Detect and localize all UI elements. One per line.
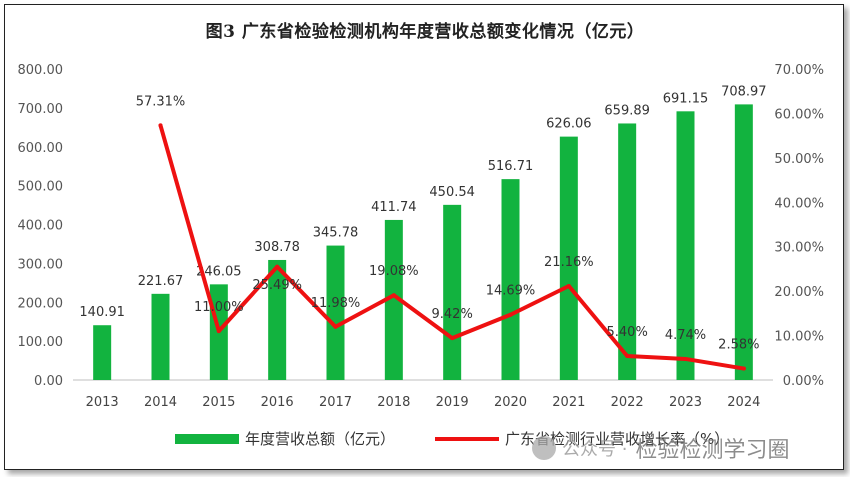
growth-data-label: 4.74%: [665, 328, 706, 343]
bar-data-label: 708.97: [721, 84, 767, 99]
y-right-tick-label: 30.00%: [774, 241, 824, 256]
y-left-tick-label: 100.00: [18, 335, 64, 350]
bar: [93, 325, 112, 380]
bar: [326, 245, 345, 380]
x-tick-label: 2020: [494, 395, 527, 410]
growth-point: [625, 354, 630, 359]
bar-data-label: 516.71: [488, 159, 534, 174]
bar-data-label: 626.06: [546, 117, 592, 132]
y-left-tick-label: 500.00: [18, 180, 64, 195]
y-right-tick-label: 50.00%: [774, 152, 824, 167]
wechat-icon: [532, 436, 556, 460]
x-tick-label: 2021: [552, 395, 585, 410]
x-tick-label: 2013: [86, 395, 119, 410]
growth-point: [508, 312, 513, 317]
bar: [676, 111, 695, 381]
growth-data-label: 25.49%: [252, 278, 302, 293]
x-tick-label: 2022: [611, 395, 644, 410]
x-tick-label: 2019: [436, 395, 469, 410]
y-right-tick-label: 20.00%: [774, 285, 824, 300]
growth-point: [450, 336, 455, 341]
legend-swatch-bar: [175, 433, 239, 444]
growth-point: [158, 123, 163, 128]
x-tick-label: 2024: [727, 395, 760, 410]
watermark: 公众号 · 检验检测学习圈: [532, 432, 789, 464]
growth-point: [566, 283, 571, 288]
bar-data-label: 659.89: [604, 103, 650, 118]
x-tick-label: 2018: [377, 395, 410, 410]
chart-title: 图3 广东省检验检测机构年度营收总额变化情况（亿元）: [205, 22, 645, 42]
y-left-tick-label: 600.00: [18, 141, 64, 156]
legend-swatch-line: [435, 436, 500, 441]
legend-item-growth: 广东省检测行业营收增长率（%）: [435, 428, 729, 449]
y-right-tick-label: 10.00%: [774, 330, 824, 345]
y-left-tick-label: 800.00: [18, 63, 64, 78]
growth-data-label: 11.98%: [311, 296, 361, 311]
bar: [618, 123, 637, 380]
x-tick-label: 2014: [144, 395, 177, 410]
y-left-tick-label: 200.00: [18, 296, 64, 311]
x-tick-label: 2017: [319, 395, 352, 410]
y-right-tick-label: 0.00%: [783, 374, 824, 389]
growth-data-label: 11.00%: [194, 300, 244, 315]
x-tick-label: 2016: [261, 395, 294, 410]
growth-data-label: 14.69%: [486, 284, 536, 299]
bar-data-label: 246.05: [196, 264, 242, 279]
growth-point: [741, 366, 746, 371]
bar-data-label: 221.67: [138, 274, 184, 289]
bar-data-label: 691.15: [663, 91, 709, 106]
bar: [268, 259, 287, 380]
chart-frame: [4, 4, 844, 470]
legend-label-revenue: 年度营收总额（亿元）: [245, 430, 396, 448]
growth-data-label: 9.42%: [432, 307, 473, 322]
y-left-tick-label: 0.00: [34, 374, 63, 389]
growth-point: [216, 329, 221, 334]
bar: [151, 293, 170, 380]
y-right-tick-label: 40.00%: [774, 196, 824, 211]
bar: [559, 136, 578, 380]
watermark-prefix: 公众号 ·: [562, 439, 628, 460]
legend-item-revenue: 年度营收总额（亿元）: [175, 428, 395, 449]
x-tick-label: 2015: [202, 395, 235, 410]
y-right-tick-label: 70.00%: [774, 63, 824, 78]
chart-legend: 年度营收总额（亿元） 广东省检测行业营收增长率（%）: [175, 428, 769, 449]
bar: [443, 204, 462, 380]
growth-data-label: 57.31%: [136, 94, 186, 109]
growth-point: [275, 264, 280, 269]
bar: [501, 179, 520, 380]
bar: [734, 104, 753, 380]
growth-point: [683, 356, 688, 361]
growth-data-label: 19.08%: [369, 264, 419, 279]
bar-data-label: 411.74: [371, 200, 417, 215]
growth-data-label: 5.40%: [607, 325, 648, 340]
bar-data-label: 308.78: [254, 240, 300, 255]
growth-data-label: 2.58%: [718, 338, 759, 353]
watermark-name: 检验检测学习圈: [635, 438, 790, 463]
y-left-tick-label: 700.00: [18, 102, 64, 117]
bar: [384, 219, 403, 380]
growth-point: [391, 293, 396, 298]
x-tick-label: 2023: [669, 395, 702, 410]
legend-label-growth: 广东省检测行业营收增长率（%）: [505, 430, 730, 448]
bar-data-label: 450.54: [429, 185, 475, 200]
y-right-tick-label: 60.00%: [774, 107, 824, 122]
bar-data-label: 345.78: [313, 226, 359, 241]
y-left-tick-label: 400.00: [18, 219, 64, 234]
y-left-tick-label: 300.00: [18, 257, 64, 272]
growth-data-label: 21.16%: [544, 255, 594, 270]
growth-point: [333, 324, 338, 329]
bar-data-label: 140.91: [79, 305, 125, 320]
